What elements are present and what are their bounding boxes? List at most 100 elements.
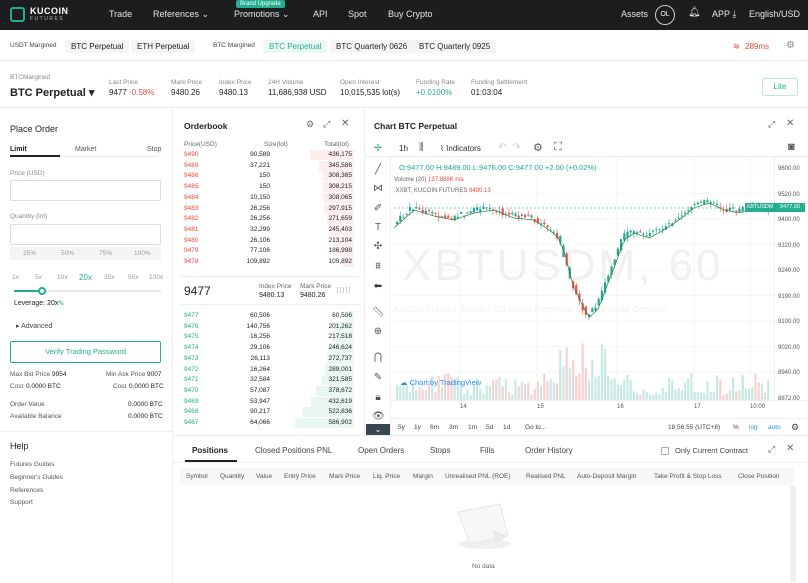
tab-positions-1[interactable]: Closed Positions PNL bbox=[255, 446, 333, 455]
ruler-icon[interactable]: 📏︎ bbox=[372, 307, 385, 318]
quantity-input[interactable] bbox=[10, 224, 161, 245]
tab-btc-quarterly-0626[interactable]: BTC Quarterly 0626 bbox=[330, 40, 414, 53]
settings-gear-icon[interactable]: ⚙ bbox=[786, 40, 795, 51]
nav-buy-crypto[interactable]: Buy Crypto bbox=[388, 9, 433, 19]
zoom-icon[interactable]: ⊕ bbox=[373, 326, 383, 337]
lev-50x[interactable]: 50x bbox=[128, 274, 139, 281]
table-row[interactable]: 9474 29,106 246,624 bbox=[184, 343, 354, 354]
leverage-slider-track[interactable] bbox=[14, 290, 161, 292]
pct-25[interactable]: 25% bbox=[23, 250, 37, 257]
lev-35x[interactable]: 35x bbox=[104, 274, 115, 281]
nav-promotions[interactable]: Promotions ⌄ bbox=[234, 9, 290, 20]
settings-gear-icon[interactable]: ⚙ bbox=[306, 119, 315, 129]
tab-btc-quarterly-0925[interactable]: BTC Quarterly 0925 bbox=[413, 40, 497, 53]
table-row[interactable]: 9480 26,106 213,104 bbox=[184, 235, 354, 246]
undo-icon[interactable]: ↶ bbox=[498, 142, 507, 153]
close-icon[interactable]: ✕ bbox=[786, 443, 795, 454]
percent-toggle[interactable]: % bbox=[733, 424, 739, 431]
close-icon[interactable]: ✕ bbox=[341, 118, 350, 129]
table-row[interactable]: 9475 16,256 217,518 bbox=[184, 332, 354, 343]
expand-icon[interactable]: ⤢ bbox=[768, 444, 776, 454]
range-0[interactable]: 5y bbox=[398, 424, 405, 431]
lev-1x[interactable]: 1x bbox=[12, 274, 19, 281]
leverage-slider-handle[interactable] bbox=[37, 287, 46, 295]
lev-10x[interactable]: 10x bbox=[57, 274, 68, 281]
nav-references[interactable]: References ⌄ bbox=[153, 9, 209, 20]
range-5[interactable]: 5d bbox=[486, 424, 494, 431]
table-row[interactable]: 9477 60,506 60,506 bbox=[184, 311, 354, 321]
pct-50[interactable]: 50% bbox=[61, 250, 75, 257]
tab-positions-5[interactable]: Order History bbox=[525, 446, 573, 455]
tab-stop[interactable]: Stop bbox=[147, 146, 162, 153]
tab-limit[interactable]: Limit bbox=[10, 146, 27, 153]
kucoin-logo[interactable]: KUCOIN FUTURES bbox=[10, 6, 74, 24]
range-1[interactable]: 1y bbox=[414, 424, 421, 431]
magnet-icon[interactable]: ⋂ bbox=[373, 352, 383, 363]
advanced-toggle[interactable]: ▸ Advanced bbox=[16, 322, 52, 330]
nav-app[interactable]: APP ⤓ bbox=[712, 9, 736, 20]
tradingview-attribution[interactable]: ☁ Chart by TradingView bbox=[400, 378, 481, 387]
measure-icon[interactable]: ⩩ bbox=[375, 261, 381, 272]
help-link-support[interactable]: Support bbox=[10, 499, 33, 506]
table-row[interactable]: 9481 32,299 245,403 bbox=[184, 224, 354, 235]
table-row[interactable]: 9470 57,087 378,672 bbox=[184, 385, 354, 396]
table-row[interactable]: 9490 90,589 436,175 bbox=[184, 150, 354, 160]
pct-100[interactable]: 100% bbox=[134, 250, 151, 257]
tab-btc-perpetual[interactable]: BTC Perpetual bbox=[263, 40, 328, 53]
close-icon[interactable]: ✕ bbox=[786, 118, 795, 129]
tab-positions-4[interactable]: Fills bbox=[480, 446, 495, 455]
table-row[interactable]: 9479 77,106 186,998 bbox=[184, 246, 354, 257]
lev-20x[interactable]: 20x bbox=[79, 273, 92, 282]
expand-icon[interactable]: ⤢ bbox=[323, 119, 331, 129]
table-row[interactable]: 9467 64,066 586,902 bbox=[184, 418, 354, 428]
tab-market[interactable]: Market bbox=[75, 146, 97, 153]
range-6[interactable]: 1d bbox=[503, 424, 511, 431]
depth-icon[interactable] bbox=[337, 287, 351, 293]
range-3[interactable]: 3m bbox=[449, 424, 459, 431]
table-row[interactable]: 9486 150 308,365 bbox=[184, 171, 354, 182]
arrow-left-icon[interactable]: ⬅ bbox=[373, 281, 383, 292]
chart-settings-icon[interactable]: ⚙ bbox=[791, 422, 800, 432]
verify-password-button[interactable]: Verify Trading Password bbox=[10, 341, 161, 363]
trendline-icon[interactable]: ╱ bbox=[374, 164, 382, 175]
expand-icon[interactable]: ⤢ bbox=[768, 119, 776, 129]
collapse-toolbar-icon[interactable]: ⌄ bbox=[366, 424, 390, 435]
lev-5x[interactable]: 5x bbox=[35, 274, 42, 281]
brush-icon[interactable]: ✐ bbox=[373, 203, 383, 214]
chart-settings-icon[interactable]: ⚙ bbox=[533, 142, 543, 154]
nav-spot[interactable]: Spot bbox=[348, 9, 367, 19]
table-row[interactable]: 9484 10,150 308,065 bbox=[184, 192, 354, 203]
table-row[interactable]: 9471 32,584 321,585 bbox=[184, 375, 354, 386]
candlestick-chart[interactable]: XBTUSDM, 60 KuCoin Futures Bitcoin / US … bbox=[394, 156, 774, 400]
table-row[interactable]: 9485 150 308,215 bbox=[184, 182, 354, 193]
nav-api[interactable]: API bbox=[313, 9, 328, 19]
edit-icon[interactable]: ✎ bbox=[58, 299, 65, 308]
log-toggle[interactable]: log bbox=[749, 424, 758, 431]
crosshair-icon[interactable]: ✛ bbox=[373, 143, 383, 154]
help-link-beginners-guides[interactable]: Beginner's Guides bbox=[10, 474, 63, 481]
bell-icon[interactable]: 🔔︎ bbox=[688, 7, 701, 18]
auto-toggle[interactable]: auto bbox=[768, 424, 781, 431]
indicators-button[interactable]: ⌇ Indicators bbox=[440, 144, 481, 153]
tab-positions-0[interactable]: Positions bbox=[192, 446, 229, 455]
fib-icon[interactable]: ⋈ bbox=[373, 183, 383, 194]
avatar[interactable]: OL bbox=[655, 5, 675, 25]
scrollbar[interactable] bbox=[790, 486, 796, 582]
text-icon[interactable]: T bbox=[374, 222, 382, 233]
help-link-futures-guides[interactable]: Futures Guides bbox=[10, 461, 55, 468]
tab-positions-2[interactable]: Open Orders bbox=[358, 446, 405, 455]
range-4[interactable]: 1m bbox=[468, 424, 478, 431]
table-row[interactable]: 9476 140,756 201,262 bbox=[184, 321, 354, 332]
pair-selector[interactable]: BTC Perpetual ▾ bbox=[10, 86, 94, 99]
camera-icon[interactable]: ◙ bbox=[788, 141, 795, 153]
price-axis[interactable] bbox=[774, 156, 808, 400]
interval-1h[interactable]: 1h bbox=[399, 144, 408, 153]
help-link-references[interactable]: References bbox=[10, 487, 44, 494]
table-row[interactable]: 9473 26,113 272,737 bbox=[184, 353, 354, 364]
table-row[interactable]: 9478 109,892 109,892 bbox=[184, 257, 354, 267]
redo-icon[interactable]: ↷ bbox=[512, 142, 521, 153]
lock-draw-icon[interactable]: ✎ bbox=[373, 372, 383, 383]
nav-trade[interactable]: Trade bbox=[109, 9, 133, 19]
table-row[interactable]: 9483 26,256 297,915 bbox=[184, 203, 354, 214]
tab-usdt-btc-perpetual[interactable]: BTC Perpetual bbox=[65, 40, 130, 53]
